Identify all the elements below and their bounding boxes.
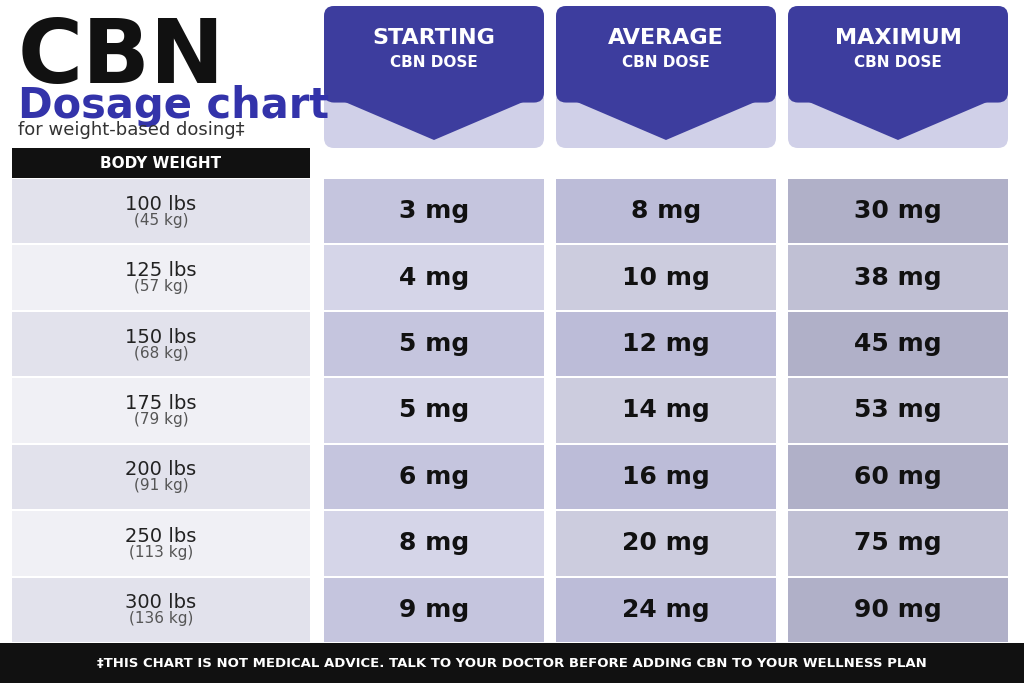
Text: 250 lbs: 250 lbs — [125, 527, 197, 546]
Text: 60 mg: 60 mg — [854, 465, 942, 489]
Text: 90 mg: 90 mg — [854, 598, 942, 622]
Bar — [556, 179, 776, 243]
Bar — [12, 179, 310, 243]
Text: CBN DOSE: CBN DOSE — [854, 55, 942, 70]
Text: 24 mg: 24 mg — [623, 598, 710, 622]
Text: 4 mg: 4 mg — [399, 266, 469, 290]
Text: 38 mg: 38 mg — [854, 266, 942, 290]
Bar — [556, 445, 776, 509]
Text: AVERAGE: AVERAGE — [608, 28, 724, 48]
Text: 9 mg: 9 mg — [399, 598, 469, 622]
Text: 45 mg: 45 mg — [854, 332, 942, 356]
Bar — [788, 578, 1008, 642]
Text: 16 mg: 16 mg — [623, 465, 710, 489]
Bar — [324, 312, 544, 376]
Bar — [556, 511, 776, 576]
Text: 175 lbs: 175 lbs — [125, 394, 197, 413]
Text: (68 kg): (68 kg) — [134, 346, 188, 361]
Text: CBN DOSE: CBN DOSE — [390, 55, 478, 70]
FancyBboxPatch shape — [324, 6, 544, 148]
Text: 300 lbs: 300 lbs — [125, 594, 197, 612]
Polygon shape — [788, 100, 1008, 140]
Text: (91 kg): (91 kg) — [134, 478, 188, 493]
Text: 5 mg: 5 mg — [399, 332, 469, 356]
Text: 125 lbs: 125 lbs — [125, 261, 197, 280]
Bar — [12, 245, 310, 310]
Bar — [788, 378, 1008, 443]
Bar — [324, 578, 544, 642]
Bar — [788, 179, 1008, 243]
Bar — [556, 245, 776, 310]
Bar — [324, 511, 544, 576]
Text: 5 mg: 5 mg — [399, 398, 469, 423]
Text: ‡THIS CHART IS NOT MEDICAL ADVICE. TALK TO YOUR DOCTOR BEFORE ADDING CBN TO YOUR: ‡THIS CHART IS NOT MEDICAL ADVICE. TALK … — [97, 656, 927, 669]
Text: 8 mg: 8 mg — [631, 199, 701, 223]
FancyBboxPatch shape — [556, 6, 776, 148]
Bar — [788, 445, 1008, 509]
Bar — [556, 312, 776, 376]
Text: 6 mg: 6 mg — [399, 465, 469, 489]
Text: BODY WEIGHT: BODY WEIGHT — [100, 156, 221, 171]
Bar — [12, 445, 310, 509]
Text: (45 kg): (45 kg) — [134, 212, 188, 227]
Bar — [324, 378, 544, 443]
Text: 12 mg: 12 mg — [623, 332, 710, 356]
Bar — [788, 245, 1008, 310]
Text: Dosage chart: Dosage chart — [18, 85, 329, 127]
Text: 20 mg: 20 mg — [623, 531, 710, 555]
FancyBboxPatch shape — [324, 6, 544, 102]
Bar — [788, 312, 1008, 376]
Text: 10 mg: 10 mg — [622, 266, 710, 290]
Bar — [324, 445, 544, 509]
Bar — [12, 378, 310, 443]
Text: 100 lbs: 100 lbs — [125, 195, 197, 214]
Text: 3 mg: 3 mg — [399, 199, 469, 223]
Bar — [0, 643, 1024, 683]
Text: (136 kg): (136 kg) — [129, 611, 194, 626]
Text: CBN: CBN — [18, 15, 225, 102]
Text: 200 lbs: 200 lbs — [125, 460, 197, 479]
Polygon shape — [324, 100, 544, 140]
Text: 14 mg: 14 mg — [623, 398, 710, 423]
Polygon shape — [556, 100, 776, 140]
Text: 8 mg: 8 mg — [399, 531, 469, 555]
Text: (79 kg): (79 kg) — [134, 412, 188, 427]
Text: 75 mg: 75 mg — [854, 531, 942, 555]
Bar — [12, 312, 310, 376]
FancyBboxPatch shape — [556, 6, 776, 102]
Bar — [556, 578, 776, 642]
Text: 30 mg: 30 mg — [854, 199, 942, 223]
Bar — [556, 378, 776, 443]
Text: for weight-based dosing‡: for weight-based dosing‡ — [18, 121, 245, 139]
Text: STARTING: STARTING — [373, 28, 496, 48]
FancyBboxPatch shape — [788, 6, 1008, 102]
FancyBboxPatch shape — [788, 6, 1008, 148]
Bar — [324, 245, 544, 310]
Bar — [12, 148, 310, 178]
Bar — [788, 511, 1008, 576]
Text: (113 kg): (113 kg) — [129, 545, 194, 560]
Bar — [12, 578, 310, 642]
Text: (57 kg): (57 kg) — [134, 279, 188, 294]
Text: 53 mg: 53 mg — [854, 398, 942, 423]
Text: 150 lbs: 150 lbs — [125, 328, 197, 346]
Text: CBN DOSE: CBN DOSE — [623, 55, 710, 70]
Bar — [324, 179, 544, 243]
Bar — [12, 511, 310, 576]
Text: MAXIMUM: MAXIMUM — [835, 28, 962, 48]
